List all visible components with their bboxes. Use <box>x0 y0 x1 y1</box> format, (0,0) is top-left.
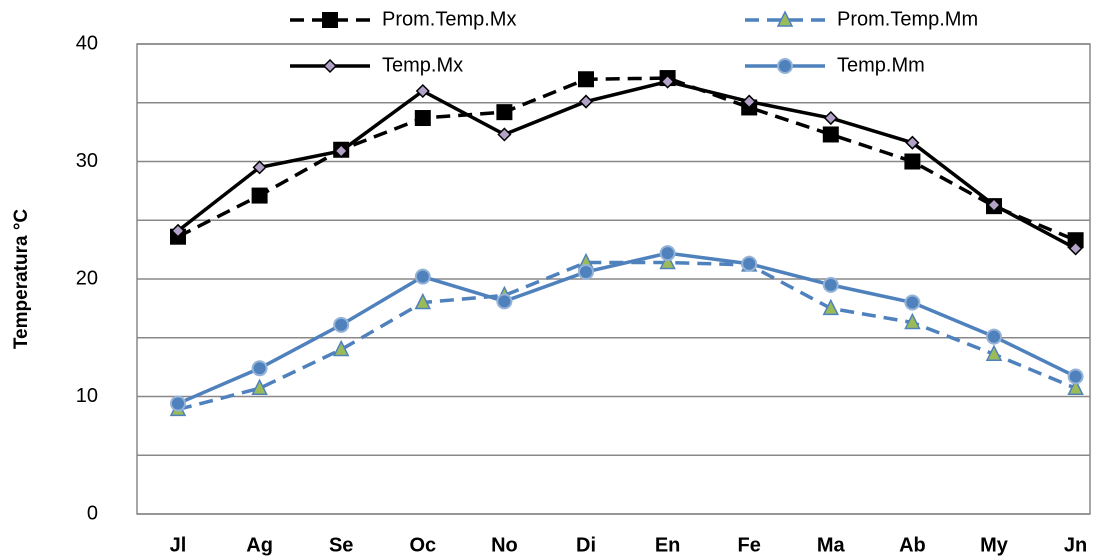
marker <box>777 58 793 74</box>
series-line <box>177 260 1077 412</box>
marker <box>170 223 186 238</box>
marker <box>741 255 758 272</box>
legend-label: Prom.Temp.Mx <box>382 8 516 30</box>
y-axis-label: Temperatura °C <box>11 209 32 350</box>
series-line <box>176 79 1077 250</box>
marker <box>659 245 676 262</box>
marker <box>496 293 513 310</box>
marker <box>497 127 512 142</box>
marker <box>414 110 431 127</box>
y-tick-label: 40 <box>76 32 98 54</box>
marker <box>904 312 921 330</box>
y-tick-label: 0 <box>87 502 98 524</box>
marker <box>904 294 921 311</box>
marker <box>322 12 338 28</box>
marker <box>414 292 432 310</box>
marker <box>334 143 349 158</box>
x-tick-label: Ag <box>246 534 273 556</box>
y-tick-label: 30 <box>76 150 98 172</box>
x-tick-label: My <box>980 534 1009 556</box>
marker <box>742 94 757 109</box>
x-tick-label: Fe <box>738 534 761 556</box>
marker <box>822 298 840 316</box>
marker <box>1067 368 1084 385</box>
marker <box>251 187 268 204</box>
marker <box>1067 232 1084 249</box>
marker <box>986 197 1002 213</box>
x-tick-label: No <box>491 534 518 556</box>
x-tick-label: Se <box>329 534 353 556</box>
x-tick-label: Oc <box>409 534 436 556</box>
marker <box>496 104 513 121</box>
legend-label: Temp.Mm <box>837 54 925 76</box>
marker <box>332 339 350 357</box>
marker <box>578 71 594 88</box>
x-tick-label: Ma <box>817 534 846 556</box>
legend-label: Temp.Mx <box>382 54 463 76</box>
marker <box>823 110 838 126</box>
x-tick-label: Jn <box>1064 534 1087 556</box>
x-tick-label: Di <box>576 534 596 556</box>
marker <box>252 160 267 175</box>
series-line <box>177 251 1077 406</box>
marker <box>415 83 430 99</box>
marker <box>822 276 839 293</box>
y-tick-label: 10 <box>76 385 98 407</box>
marker <box>822 126 839 143</box>
marker <box>985 344 1003 361</box>
marker <box>1068 241 1083 256</box>
marker <box>660 74 675 89</box>
x-tick-label: En <box>655 534 681 556</box>
marker <box>414 268 431 285</box>
series-line <box>177 76 1077 242</box>
marker <box>251 378 268 396</box>
marker <box>1067 378 1084 396</box>
marker <box>578 94 594 109</box>
marker <box>776 10 794 27</box>
legend-label: Prom.Temp.Mm <box>837 8 978 30</box>
marker <box>986 328 1002 345</box>
marker <box>322 58 338 74</box>
marker <box>333 316 350 333</box>
marker <box>170 395 186 412</box>
marker <box>251 360 268 377</box>
marker <box>659 252 676 270</box>
y-tick-label: 20 <box>76 267 98 289</box>
marker <box>578 263 594 280</box>
x-tick-label: Jl <box>170 534 187 556</box>
marker <box>905 135 920 150</box>
marker <box>904 153 921 170</box>
x-tick-label: Ab <box>899 534 926 556</box>
